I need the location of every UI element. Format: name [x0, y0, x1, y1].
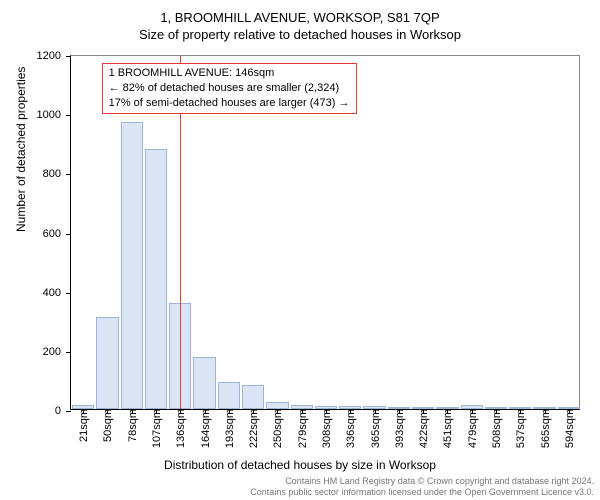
x-tick-label: 336sqm	[343, 409, 357, 448]
x-tick-label: 365sqm	[368, 409, 382, 448]
histogram-bar	[193, 357, 215, 409]
x-tick-label: 451sqm	[440, 409, 454, 448]
x-tick-label: 565sqm	[538, 409, 552, 448]
x-tick-mark	[302, 409, 303, 414]
x-axis-label: Distribution of detached houses by size …	[0, 458, 600, 472]
y-tick-mark	[66, 234, 71, 235]
annotation-box: 1 BROOMHILL AVENUE: 146sqm← 82% of detac…	[102, 63, 357, 114]
x-tick-mark	[447, 409, 448, 414]
chart-region: 02004006008001000120021sqm50sqm78sqm107s…	[70, 55, 580, 410]
x-tick-mark	[107, 409, 108, 414]
histogram-bar	[242, 385, 264, 409]
x-tick-mark	[545, 409, 546, 414]
x-tick-mark	[350, 409, 351, 414]
footer-attribution: Contains HM Land Registry data © Crown c…	[250, 476, 594, 498]
x-tick-label: 422sqm	[416, 409, 430, 448]
y-tick-mark	[66, 115, 71, 116]
x-tick-mark	[253, 409, 254, 414]
x-tick-mark	[569, 409, 570, 414]
footer-line2: Contains public sector information licen…	[250, 487, 594, 498]
x-tick-label: 537sqm	[513, 409, 527, 448]
x-tick-mark	[132, 409, 133, 414]
histogram-bar	[96, 317, 118, 409]
x-tick-mark	[496, 409, 497, 414]
x-tick-mark	[229, 409, 230, 414]
x-tick-label: 508sqm	[489, 409, 503, 448]
histogram-bar	[145, 149, 167, 409]
x-tick-label: 479sqm	[465, 409, 479, 448]
x-tick-mark	[205, 409, 206, 414]
histogram-bar	[121, 122, 143, 409]
x-tick-mark	[375, 409, 376, 414]
x-tick-label: 107sqm	[149, 409, 163, 448]
y-tick-mark	[66, 174, 71, 175]
x-tick-mark	[520, 409, 521, 414]
annotation-line: 1 BROOMHILL AVENUE: 146sqm	[109, 66, 350, 81]
y-tick-mark	[66, 293, 71, 294]
y-tick-mark	[66, 56, 71, 57]
x-tick-label: 136sqm	[173, 409, 187, 448]
x-tick-mark	[326, 409, 327, 414]
y-axis-label: Number of detached properties	[14, 67, 28, 232]
x-tick-label: 279sqm	[295, 409, 309, 448]
histogram-bar	[266, 402, 288, 409]
x-tick-mark	[83, 409, 84, 414]
x-tick-mark	[399, 409, 400, 414]
x-tick-label: 222sqm	[246, 409, 260, 448]
x-tick-label: 164sqm	[198, 409, 212, 448]
x-tick-mark	[180, 409, 181, 414]
x-tick-label: 308sqm	[319, 409, 333, 448]
annotation-line: ← 82% of detached houses are smaller (2,…	[109, 81, 350, 96]
page-title-address: 1, BROOMHILL AVENUE, WORKSOP, S81 7QP	[0, 0, 600, 25]
plot-area: 02004006008001000120021sqm50sqm78sqm107s…	[70, 55, 580, 410]
x-tick-mark	[423, 409, 424, 414]
histogram-bar	[218, 382, 240, 409]
x-tick-mark	[156, 409, 157, 414]
x-tick-label: 393sqm	[392, 409, 406, 448]
page-title-subtitle: Size of property relative to detached ho…	[0, 25, 600, 42]
annotation-line: 17% of semi-detached houses are larger (…	[109, 96, 350, 111]
footer-line1: Contains HM Land Registry data © Crown c…	[250, 476, 594, 487]
x-tick-label: 193sqm	[222, 409, 236, 448]
x-tick-mark	[472, 409, 473, 414]
x-tick-label: 594sqm	[562, 409, 576, 448]
x-tick-label: 250sqm	[270, 409, 284, 448]
y-tick-mark	[66, 411, 71, 412]
x-tick-mark	[277, 409, 278, 414]
y-tick-mark	[66, 352, 71, 353]
